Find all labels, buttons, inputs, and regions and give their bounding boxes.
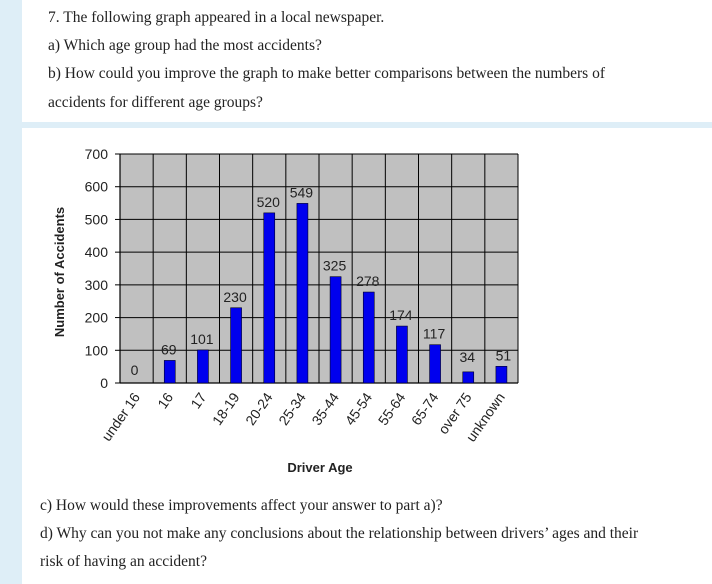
- data-label: 0: [131, 362, 139, 378]
- data-labels: 0 69 101 230 520 549 325 278 174 117 34 51: [131, 184, 512, 378]
- x-tick-label: 17: [187, 389, 209, 411]
- y-axis-ticks: 0 100 200 300 400 500 600 700: [85, 146, 120, 391]
- bar-35-44: [329, 276, 342, 384]
- y-tick-label: 600: [85, 179, 109, 195]
- data-label: 230: [223, 289, 247, 305]
- x-tick-label: 65-74: [408, 389, 442, 428]
- x-tick-label: under 16: [98, 389, 143, 444]
- data-label: 325: [323, 258, 347, 274]
- bar-18-19: [230, 307, 242, 384]
- bar-17: [197, 349, 209, 384]
- grid-lines: [119, 153, 519, 384]
- data-label: 117: [423, 326, 446, 342]
- question-header-panel: 7. The following graph appeared in a loc…: [0, 0, 712, 128]
- bar-55-64: [396, 325, 408, 384]
- y-tick-label: 500: [85, 211, 109, 227]
- data-label: 278: [356, 273, 380, 289]
- x-tick-label: 35-44: [308, 389, 342, 428]
- x-tick-label: 18-19: [209, 389, 243, 428]
- y-tick-label: 100: [85, 342, 109, 358]
- y-tick-label: 300: [85, 277, 109, 293]
- question-c-text: c) How would these improvements affect y…: [40, 497, 443, 514]
- bar-20-24: [263, 212, 276, 384]
- x-tick-label: 25-34: [275, 389, 309, 428]
- x-tick-label: 20-24: [242, 389, 276, 428]
- y-axis-title: Number of Accidents: [52, 207, 67, 337]
- y-tick-label: 700: [85, 146, 109, 162]
- bar-45-54: [362, 291, 375, 384]
- data-label: 174: [389, 307, 413, 323]
- question-header-card: 7. The following graph appeared in a loc…: [22, 0, 712, 122]
- x-axis-ticks: under 16 16 17 18-19 20-24 25-34 35-44 45-54 55-…: [98, 389, 508, 444]
- question-a-text: a) Which age group had the most accident…: [48, 37, 322, 54]
- question-b-text-line2: accidents for different age groups?: [48, 94, 263, 111]
- question-d-text-line1: d) Why can you not make any conclusions …: [40, 525, 639, 542]
- data-label: 51: [496, 347, 512, 363]
- bar-over-75: [462, 371, 475, 384]
- accidents-bar-chart: 0 100 200 300 400 500 600 700 under 16 16 17 18-19…: [52, 146, 519, 475]
- data-label: 69: [161, 341, 177, 357]
- y-tick-label: 0: [100, 375, 108, 391]
- x-tick-label: 16: [154, 389, 176, 411]
- bars: [163, 203, 508, 384]
- y-tick-label: 200: [85, 310, 109, 326]
- bar-25-34: [296, 203, 309, 384]
- data-label: 549: [290, 184, 314, 200]
- data-label: 101: [190, 331, 214, 347]
- bar-65-74: [429, 344, 441, 384]
- question-7-text: 7. The following graph appeared in a loc…: [48, 9, 385, 26]
- x-tick-label: 55-64: [375, 389, 409, 428]
- data-label: 520: [257, 194, 281, 210]
- x-axis-title: Driver Age: [287, 460, 352, 475]
- x-tick-label: 45-54: [342, 389, 376, 428]
- y-tick-label: 400: [85, 244, 109, 260]
- bar-16: [163, 360, 176, 384]
- question-b-text-line1: b) How could you improve the graph to ma…: [48, 65, 605, 82]
- question-d-text-line2: risk of having an accident?: [40, 553, 207, 570]
- data-label: 34: [459, 349, 475, 365]
- bar-unknown: [495, 366, 508, 384]
